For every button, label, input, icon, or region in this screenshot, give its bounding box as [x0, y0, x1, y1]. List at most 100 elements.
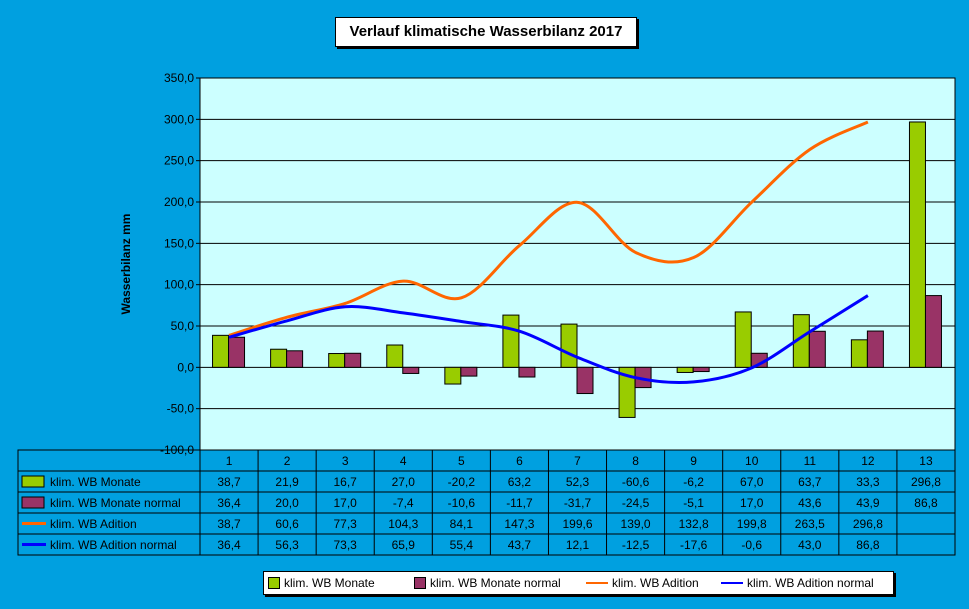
bar-wb-monate [734, 311, 752, 368]
table-cell-value: -10,6 [448, 496, 476, 510]
bar-wb-monate-normal [228, 336, 246, 368]
legend: klim. WB Monate klim. WB Monate normal k… [263, 571, 894, 595]
category-label: 5 [458, 454, 465, 468]
table-series-name: klim. WB Monate normal [50, 496, 181, 510]
category-label: 3 [342, 454, 349, 468]
table-cell-value: 33,3 [856, 475, 880, 489]
table-cell-value: 38,7 [217, 517, 241, 531]
bar-wb-monate-normal [866, 330, 884, 368]
table-cell-value: -17,6 [680, 538, 708, 552]
table-cell-value: 86,8 [914, 496, 938, 510]
bar-wb-monate-normal [808, 330, 826, 368]
table-cell-value: 21,9 [275, 475, 299, 489]
bar-wb-monate-normal [924, 295, 942, 368]
table-cell-value: 139,0 [621, 517, 651, 531]
bar-wb-monate-normal [402, 366, 420, 374]
legend-label-wb-adition: klim. WB Adition [612, 576, 699, 590]
table-cell-value: -7,4 [393, 496, 414, 510]
table-cell-value: -12,5 [622, 538, 650, 552]
table-cell-value: 263,5 [795, 517, 825, 531]
table-cell-value: 36,4 [217, 496, 241, 510]
table-cell-value: 43,9 [856, 496, 880, 510]
table-series-name: klim. WB Monate [50, 475, 141, 489]
bar-wb-monate [676, 366, 694, 373]
bar-wb-monate-normal [692, 366, 710, 373]
bar-wb-monate-normal [576, 366, 594, 395]
table-cell-value: -5,1 [683, 496, 704, 510]
table-cell-value: -24,5 [622, 496, 650, 510]
table-cell-value: 73,3 [334, 538, 358, 552]
bar-wb-monate [444, 366, 462, 385]
category-label: 6 [516, 454, 523, 468]
series-line-wb-adition [228, 120, 869, 337]
table-series-name: klim. WB Adition [50, 517, 137, 531]
legend-line-wb-adition-normal [721, 582, 743, 584]
table-swatch [21, 475, 45, 488]
category-label: 8 [632, 454, 639, 468]
bar-wb-monate [328, 353, 346, 368]
y-tick-label: 350,0 [164, 71, 194, 85]
y-tick-label: 0,0 [177, 360, 194, 374]
series-line-wb-adition-normal [228, 294, 869, 384]
table-cell-value: 296,8 [911, 475, 941, 489]
table-cell-value: -11,7 [506, 496, 533, 510]
table-cell-value: 84,1 [450, 517, 474, 531]
table-cell-value: 86,8 [856, 538, 880, 552]
table-cell-value: -31,7 [564, 496, 592, 510]
table-cell-value: 20,0 [275, 496, 299, 510]
table-cell-value: 77,3 [334, 517, 358, 531]
table-cell-value: 36,4 [217, 538, 241, 552]
legend-item-wb-monate-normal: klim. WB Monate normal [414, 572, 561, 594]
bar-wb-monate [618, 366, 636, 418]
table-cell-value: 12,1 [566, 538, 590, 552]
table-cell-value: 38,7 [217, 475, 241, 489]
legend-swatch-wb-monate-normal [414, 577, 426, 589]
category-label: 12 [861, 454, 875, 468]
table-cell-value: 63,2 [508, 475, 532, 489]
y-tick-label: 50,0 [171, 319, 195, 333]
category-label: 7 [574, 454, 581, 468]
bar-wb-monate-normal [344, 352, 362, 368]
table-cell-value: -20,2 [448, 475, 476, 489]
table-series-name: klim. WB Adition normal [50, 538, 177, 552]
category-label: 2 [284, 454, 291, 468]
legend-label-wb-monate-normal: klim. WB Monate normal [430, 576, 561, 590]
y-tick-label: 150,0 [164, 236, 194, 250]
bar-wb-monate-normal [286, 350, 304, 368]
table-cell-value: -60,6 [622, 475, 650, 489]
bar-wb-monate [212, 334, 230, 368]
legend-item-wb-monate: klim. WB Monate [268, 572, 375, 594]
category-label: 11 [804, 454, 817, 468]
table-cell-value: 43,0 [798, 538, 822, 552]
table-cell-value: 43,6 [798, 496, 822, 510]
bar-wb-monate [386, 344, 404, 368]
table-cell-value: 17,0 [334, 496, 358, 510]
y-tick-label: 300,0 [164, 112, 194, 126]
bar-wb-monate [560, 323, 578, 368]
table-cell-value: 52,3 [566, 475, 590, 489]
y-axis-label: Wasserbilanz mm [119, 214, 133, 315]
category-label: 13 [919, 454, 933, 468]
table-cell-value: 296,8 [853, 517, 883, 531]
table-cell-value: -6,2 [683, 475, 704, 489]
bar-wb-monate [908, 121, 926, 368]
table-cell-value: 104,3 [388, 517, 418, 531]
table-cell-value: 63,7 [798, 475, 822, 489]
legend-item-wb-adition-normal: klim. WB Adition normal [721, 572, 874, 594]
bar-wb-monate [270, 348, 288, 368]
bar-wb-monate [850, 339, 868, 368]
table-cell-value: 199,8 [737, 517, 767, 531]
table-cell-value: 132,8 [679, 517, 709, 531]
y-tick-label: -50,0 [167, 402, 195, 416]
table-cell-value: 60,6 [275, 517, 299, 531]
category-label: 1 [226, 454, 233, 468]
table-cell-value: 147,3 [504, 517, 534, 531]
table-cell-value: 16,7 [334, 475, 358, 489]
table-cell-value: 43,7 [508, 538, 532, 552]
table-cell-value: 27,0 [392, 475, 416, 489]
y-tick-label: 100,0 [164, 278, 194, 292]
table-cell-value: 67,0 [740, 475, 764, 489]
category-label: 9 [690, 454, 697, 468]
